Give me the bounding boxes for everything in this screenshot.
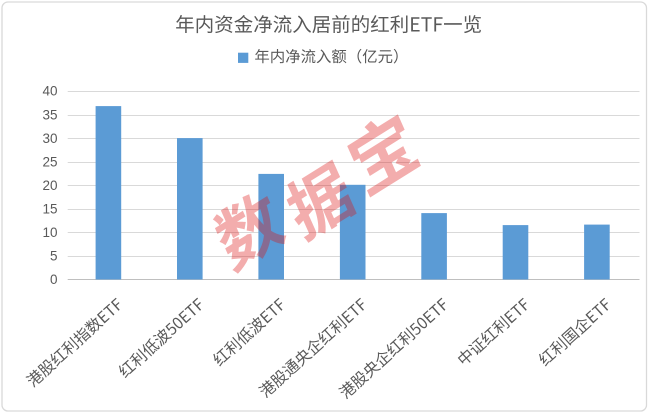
- svg-text:25: 25: [42, 154, 57, 169]
- svg-text:40: 40: [42, 84, 57, 99]
- svg-text:0: 0: [50, 272, 58, 287]
- svg-text:5: 5: [50, 249, 58, 264]
- svg-text:30: 30: [42, 131, 57, 146]
- svg-text:15: 15: [42, 202, 57, 217]
- svg-text:10: 10: [42, 225, 57, 240]
- svg-text:35: 35: [42, 107, 57, 122]
- svg-text:20: 20: [42, 178, 57, 193]
